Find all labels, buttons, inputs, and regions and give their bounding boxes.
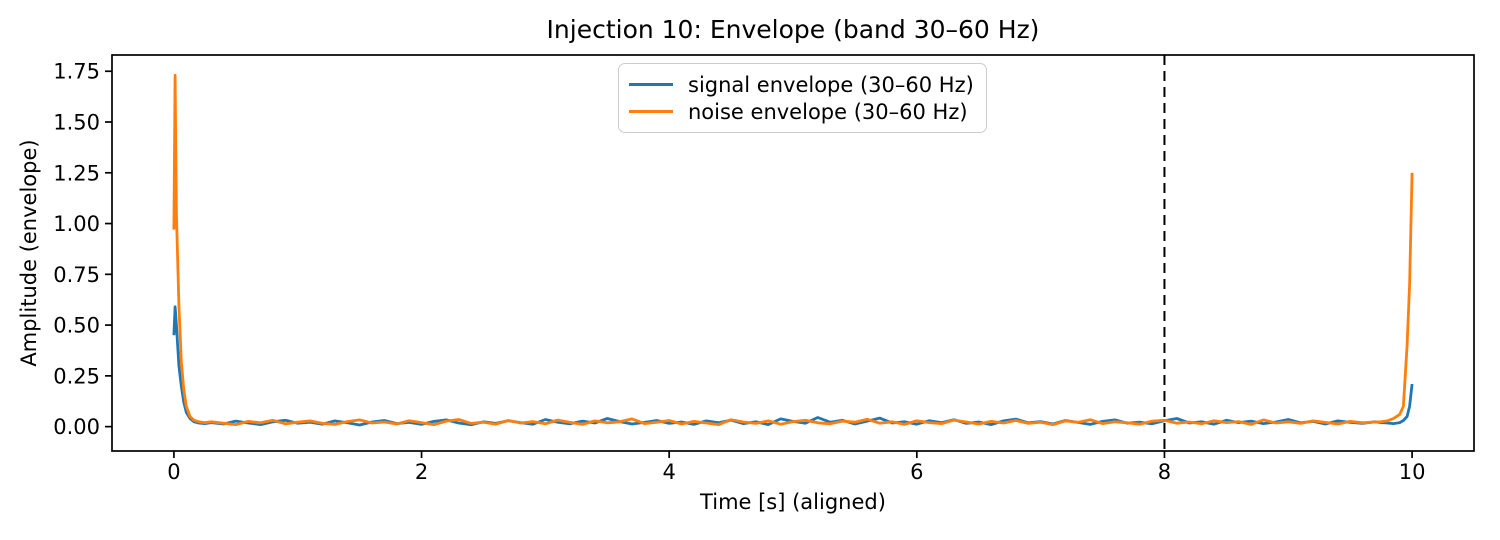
chart-title: Injection 10: Envelope (band 30–60 Hz) bbox=[546, 15, 1040, 44]
y-tick-label: 0.25 bbox=[53, 364, 100, 388]
legend-label-noise: noise envelope (30–60 Hz) bbox=[688, 99, 968, 124]
y-tick-label: 1.25 bbox=[53, 161, 100, 185]
line-noise-envelope bbox=[172, 73, 1414, 427]
y-tick-label: 1.00 bbox=[53, 212, 100, 236]
legend-item-signal: signal envelope (30–60 Hz) bbox=[629, 72, 974, 98]
y-axis-label: Amplitude (envelope) bbox=[17, 139, 41, 367]
y-tick-label: 1.75 bbox=[53, 60, 100, 84]
legend: signal envelope (30–60 Hz) noise envelop… bbox=[618, 63, 987, 133]
x-tick-label: 0 bbox=[167, 460, 180, 484]
legend-line-swatch-signal bbox=[629, 83, 673, 86]
y-tick-label: 0.75 bbox=[53, 263, 100, 287]
x-tick-label: 8 bbox=[1158, 460, 1171, 484]
x-tick-label: 10 bbox=[1399, 460, 1426, 484]
y-tick-label: 0.00 bbox=[53, 415, 100, 439]
line-signal-envelope bbox=[172, 305, 1414, 427]
y-tick-label: 1.50 bbox=[53, 111, 100, 135]
x-tick-label: 4 bbox=[662, 460, 675, 484]
x-axis-label: Time [s] (aligned) bbox=[700, 490, 886, 514]
legend-item-noise: noise envelope (30–60 Hz) bbox=[629, 99, 974, 125]
legend-label-signal: signal envelope (30–60 Hz) bbox=[688, 72, 974, 97]
x-tick-label: 6 bbox=[910, 460, 923, 484]
axes-frame bbox=[111, 54, 1475, 452]
x-tick-label: 2 bbox=[415, 460, 428, 484]
legend-line-swatch-noise bbox=[629, 110, 673, 113]
y-tick-label: 0.50 bbox=[53, 314, 100, 338]
